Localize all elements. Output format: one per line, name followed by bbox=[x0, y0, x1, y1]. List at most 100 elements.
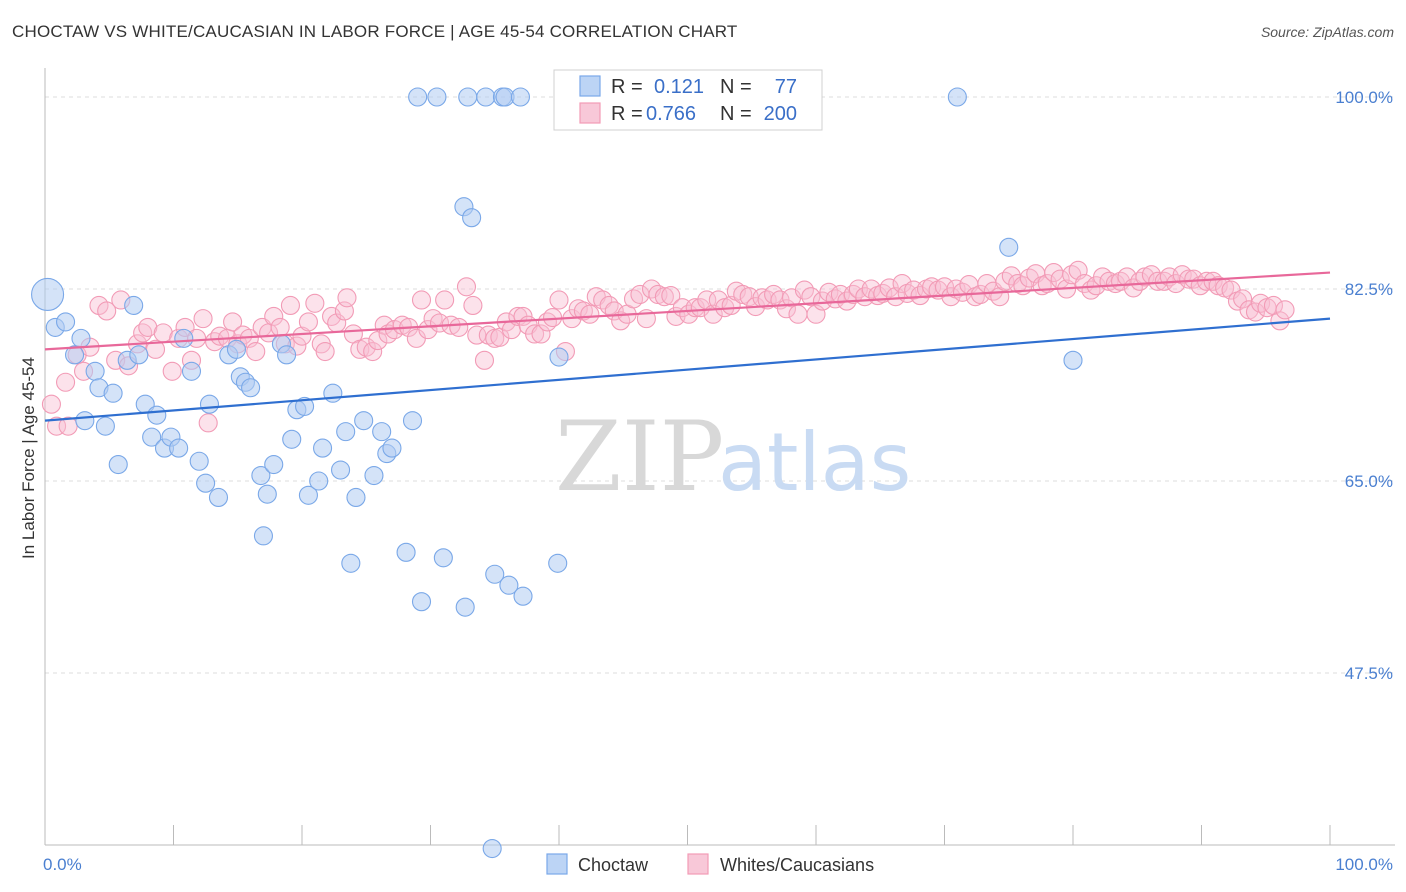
watermark-atlas: atlas bbox=[718, 416, 911, 509]
choctaw-point-15 bbox=[142, 427, 162, 447]
choctaw-point-9 bbox=[103, 383, 123, 403]
choctaw-point-36 bbox=[277, 345, 297, 365]
choctaw-point-63 bbox=[476, 87, 496, 107]
whites-point-63 bbox=[435, 290, 455, 310]
legend-n-label-1: N = bbox=[720, 76, 752, 98]
choctaw-point-30 bbox=[241, 378, 261, 398]
chart-title: CHOCTAW VS WHITE/CAUCASIAN IN LABOR FORC… bbox=[12, 22, 738, 41]
whites-point-41 bbox=[305, 293, 325, 313]
whites-point-0 bbox=[41, 394, 61, 414]
legend-swatch-choctaw bbox=[579, 75, 601, 97]
watermark: ZIP atlas bbox=[555, 401, 911, 513]
y-tick-label-3: 47.5% bbox=[1345, 664, 1393, 683]
bottom-legend: Choctaw Whites/Caucasians bbox=[546, 853, 874, 875]
whites-point-22 bbox=[193, 309, 213, 329]
choctaw-point-13 bbox=[129, 345, 149, 365]
whites-point-39 bbox=[292, 326, 312, 346]
choctaw-point-64 bbox=[482, 838, 502, 859]
choctaw-point-69 bbox=[510, 87, 531, 107]
choctaw-point-50 bbox=[372, 422, 392, 442]
choctaw-point-23 bbox=[196, 473, 216, 493]
whites-point-99 bbox=[654, 287, 674, 307]
whites-point-27 bbox=[223, 312, 243, 332]
whites-point-123 bbox=[801, 287, 821, 307]
whites-point-68 bbox=[467, 325, 487, 345]
top-legend: R = 0.121 N = 77 R = 0.766 N = 200 bbox=[553, 69, 823, 131]
whites-point-44 bbox=[322, 306, 342, 326]
legend-r-label-1: R = bbox=[611, 76, 643, 98]
choctaw-point-75 bbox=[1063, 350, 1083, 370]
legend-r-value-2: 0.766 bbox=[646, 103, 696, 125]
watermark-zip: ZIP bbox=[555, 401, 724, 513]
choctaw-point-41 bbox=[309, 471, 329, 491]
choctaw-point-25 bbox=[208, 487, 229, 508]
whites-point-104 bbox=[685, 298, 705, 318]
whites-point-17 bbox=[162, 361, 182, 381]
choctaw-point-40 bbox=[298, 485, 318, 505]
bottom-legend-label-choctaw: Choctaw bbox=[578, 855, 649, 875]
choctaw-point-42 bbox=[313, 438, 333, 458]
y-tick-labels: 100.0% 82.5% 65.0% 47.5% bbox=[1335, 88, 1393, 683]
whites-point-14 bbox=[138, 317, 158, 337]
choctaw-point-0 bbox=[31, 277, 65, 312]
whites-point-2 bbox=[56, 372, 76, 392]
choctaw-point-16 bbox=[147, 405, 167, 425]
y-tick-label-0: 100.0% bbox=[1335, 88, 1393, 107]
choctaw-point-21 bbox=[181, 361, 202, 381]
choctaw-point-70 bbox=[513, 586, 533, 606]
whites-point-194 bbox=[1233, 289, 1253, 309]
whites-point-121 bbox=[788, 304, 808, 324]
bottom-legend-label-whites: Whites/Caucasians bbox=[720, 855, 874, 875]
choctaw-point-48 bbox=[354, 411, 374, 431]
whites-point-69 bbox=[474, 350, 495, 370]
choctaw-point-53 bbox=[396, 542, 416, 562]
legend-swatch-whites bbox=[579, 102, 601, 124]
choctaw-point-24 bbox=[199, 394, 220, 414]
points-layer bbox=[31, 87, 1295, 859]
legend-r-value-1: 0.121 bbox=[654, 76, 704, 98]
y-axis-label: In Labor Force | Age 45-54 bbox=[19, 357, 38, 559]
choctaw-point-68 bbox=[499, 575, 519, 595]
whites-point-67 bbox=[463, 295, 483, 316]
choctaw-point-34 bbox=[264, 454, 284, 475]
whites-point-196 bbox=[1245, 302, 1266, 322]
whites-point-89 bbox=[593, 290, 613, 310]
whites-point-37 bbox=[280, 295, 300, 316]
whites-point-81 bbox=[543, 307, 563, 328]
choctaw-point-72 bbox=[549, 347, 569, 367]
bottom-legend-swatch-whites bbox=[687, 853, 709, 875]
choctaw-point-71 bbox=[548, 553, 568, 573]
choctaw-point-6 bbox=[85, 361, 105, 381]
choctaw-point-22 bbox=[189, 451, 209, 471]
whites-point-13 bbox=[133, 323, 153, 343]
choctaw-point-43 bbox=[323, 383, 343, 403]
whites-point-1 bbox=[47, 416, 67, 436]
whites-point-8 bbox=[97, 301, 117, 321]
choctaw-point-62 bbox=[462, 208, 482, 228]
choctaw-point-12 bbox=[124, 295, 144, 316]
choctaw-point-31 bbox=[251, 465, 271, 486]
choctaw-point-74 bbox=[999, 237, 1019, 257]
choctaw-point-56 bbox=[411, 592, 432, 612]
choctaw-point-5 bbox=[75, 411, 95, 431]
x-tick-label-1: 100.0% bbox=[1335, 855, 1393, 874]
whites-point-43 bbox=[315, 341, 335, 362]
choctaw-point-65 bbox=[485, 564, 505, 584]
whites-point-51 bbox=[363, 341, 383, 362]
whites-point-40 bbox=[298, 312, 318, 332]
choctaw-point-61 bbox=[458, 87, 478, 107]
choctaw-point-32 bbox=[253, 526, 274, 546]
whites-point-34 bbox=[264, 306, 284, 326]
legend-n-label-2: N = bbox=[720, 103, 752, 125]
choctaw-point-52 bbox=[382, 438, 402, 458]
choctaw-point-44 bbox=[330, 460, 351, 480]
choctaw-point-37 bbox=[282, 429, 302, 449]
choctaw-point-33 bbox=[257, 484, 277, 504]
choctaw-point-57 bbox=[427, 87, 447, 107]
choctaw-point-2 bbox=[56, 312, 76, 332]
trend-layer bbox=[44, 271, 1331, 422]
legend-r-label-2: R = bbox=[611, 103, 643, 125]
choctaw-point-47 bbox=[346, 487, 366, 508]
choctaw-point-39 bbox=[295, 396, 315, 416]
whites-point-25 bbox=[210, 326, 230, 346]
